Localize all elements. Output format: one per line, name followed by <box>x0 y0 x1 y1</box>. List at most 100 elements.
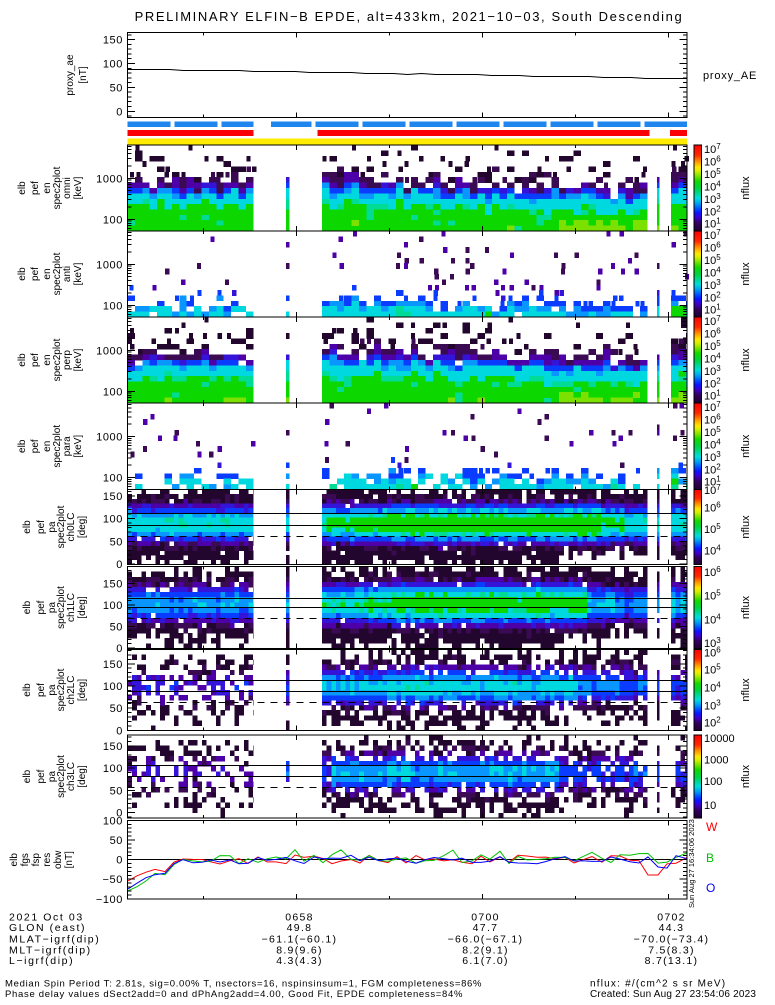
svg-text:0: 0 <box>116 808 123 820</box>
svg-text:elb: elb <box>22 769 33 783</box>
svg-text:4.3(4.3): 4.3(4.3) <box>276 955 323 967</box>
svg-text:nflux: nflux <box>740 595 752 619</box>
svg-text:elb: elb <box>22 683 33 697</box>
svg-text:50: 50 <box>110 82 123 94</box>
svg-text:100: 100 <box>103 514 123 526</box>
svg-text:50: 50 <box>110 703 123 715</box>
svg-text:spec2plot: spec2plot <box>56 668 67 711</box>
svg-text:nflux: nflux <box>740 434 752 458</box>
svg-text:ch3LC: ch3LC <box>66 762 77 791</box>
svg-text:103: 103 <box>704 699 721 713</box>
svg-text:100: 100 <box>103 300 123 312</box>
svg-text:elb: elb <box>22 520 33 534</box>
svg-text:Phase delay values dSect2add=0: Phase delay values dSect2add=0 and dPhAn… <box>5 989 463 1000</box>
svg-text:B: B <box>706 851 714 865</box>
svg-text:[keV]: [keV] <box>73 435 84 458</box>
svg-text:100: 100 <box>103 472 123 484</box>
svg-text:6.1(7.0): 6.1(7.0) <box>462 955 509 967</box>
svg-text:L−igrf(dip): L−igrf(dip) <box>9 955 74 967</box>
svg-text:pef: pef <box>36 600 47 614</box>
svg-text:ch0LC: ch0LC <box>66 513 77 542</box>
svg-text:50: 50 <box>110 835 123 847</box>
svg-text:1000: 1000 <box>96 345 123 357</box>
svg-text:104: 104 <box>704 681 721 695</box>
svg-text:0700: 0700 <box>471 911 500 923</box>
svg-text:elb: elb <box>17 353 28 367</box>
svg-text:spec2plot: spec2plot <box>56 586 67 629</box>
svg-text:100: 100 <box>103 214 123 226</box>
svg-text:MLT−igrf(dip): MLT−igrf(dip) <box>9 944 92 956</box>
svg-text:en: en <box>42 268 53 279</box>
svg-text:spec2plot: spec2plot <box>52 166 63 209</box>
svg-text:[deg]: [deg] <box>77 765 88 787</box>
svg-text:−70.0(−73.4): −70.0(−73.4) <box>634 934 710 946</box>
svg-text:0: 0 <box>116 559 123 571</box>
svg-text:nflux: nflux <box>740 515 752 539</box>
svg-text:fgs: fgs <box>20 853 31 866</box>
svg-text:en: en <box>42 182 53 193</box>
svg-text:100: 100 <box>103 386 123 398</box>
svg-text:1000: 1000 <box>96 259 123 271</box>
svg-text:en: en <box>42 441 53 452</box>
svg-text:[deg]: [deg] <box>77 596 88 618</box>
svg-text:pa: pa <box>47 771 58 783</box>
svg-text:GLON (east): GLON (east) <box>9 922 86 934</box>
svg-text:elb: elb <box>17 439 28 453</box>
svg-text:104: 104 <box>704 613 721 627</box>
svg-text:−50: −50 <box>103 874 123 886</box>
svg-text:50: 50 <box>110 621 123 633</box>
svg-text:[nT]: [nT] <box>64 851 75 868</box>
svg-text:spec2plot: spec2plot <box>56 505 67 548</box>
svg-text:[deg]: [deg] <box>77 679 88 701</box>
svg-text:pef: pef <box>30 267 41 281</box>
svg-text:W: W <box>706 820 718 834</box>
svg-text:−66.0(−67.1): −66.0(−67.1) <box>448 934 524 946</box>
svg-text:105: 105 <box>704 522 721 536</box>
svg-text:[keV]: [keV] <box>73 348 84 371</box>
svg-text:102: 102 <box>704 716 721 730</box>
svg-text:pef: pef <box>36 520 47 534</box>
svg-text:10: 10 <box>704 800 716 812</box>
svg-text:pef: pef <box>30 439 41 453</box>
svg-text:MLAT−igrf(dip): MLAT−igrf(dip) <box>9 934 100 946</box>
svg-text:elb: elb <box>17 267 28 281</box>
svg-text:pa: pa <box>47 684 58 696</box>
svg-text:nflux: #/(cm^2 s sr MeV): nflux: #/(cm^2 s sr MeV) <box>590 979 726 990</box>
svg-text:106: 106 <box>704 501 721 515</box>
svg-text:0: 0 <box>116 725 123 737</box>
svg-text:nflux: nflux <box>740 678 752 702</box>
svg-text:spec2plot: spec2plot <box>52 425 63 468</box>
svg-text:Created: Sun Aug 27 23:54:06 2: Created: Sun Aug 27 23:54:06 2023 <box>590 989 756 1000</box>
svg-text:−100: −100 <box>96 894 123 906</box>
svg-text:150: 150 <box>103 491 123 503</box>
svg-text:pa: pa <box>47 521 58 533</box>
svg-text:150: 150 <box>103 659 123 671</box>
svg-text:ch1LC: ch1LC <box>66 593 77 622</box>
svg-text:105: 105 <box>704 589 721 603</box>
svg-text:O: O <box>706 881 715 895</box>
svg-text:proxy_AE: proxy_AE <box>703 70 757 82</box>
svg-text:[nT]: [nT] <box>78 66 89 83</box>
svg-text:nflux: nflux <box>740 176 752 200</box>
svg-text:106: 106 <box>704 646 721 660</box>
svg-text:1000: 1000 <box>96 173 123 185</box>
svg-text:elb: elb <box>22 600 33 614</box>
svg-text:50: 50 <box>110 785 123 797</box>
svg-text:8.9(9.6): 8.9(9.6) <box>276 944 323 956</box>
svg-text:PRELIMINARY ELFIN−B EPDE, alt=: PRELIMINARY ELFIN−B EPDE, alt=433km, 202… <box>135 9 684 24</box>
svg-text:pef: pef <box>36 683 47 697</box>
svg-text:pa: pa <box>47 602 58 614</box>
svg-text:elb: elb <box>17 181 28 195</box>
svg-text:1000: 1000 <box>704 755 728 767</box>
svg-text:0: 0 <box>116 106 123 118</box>
svg-text:100: 100 <box>103 815 123 827</box>
svg-text:150: 150 <box>103 741 123 753</box>
svg-text:100: 100 <box>103 763 123 775</box>
svg-text:spec2plot: spec2plot <box>56 755 67 798</box>
svg-text:8.2(9.1): 8.2(9.1) <box>462 944 509 956</box>
svg-text:10000: 10000 <box>704 733 735 745</box>
svg-text:50: 50 <box>110 536 123 548</box>
svg-text:pef: pef <box>30 353 41 367</box>
svg-text:[keV]: [keV] <box>73 262 84 285</box>
svg-text:0: 0 <box>116 855 123 867</box>
